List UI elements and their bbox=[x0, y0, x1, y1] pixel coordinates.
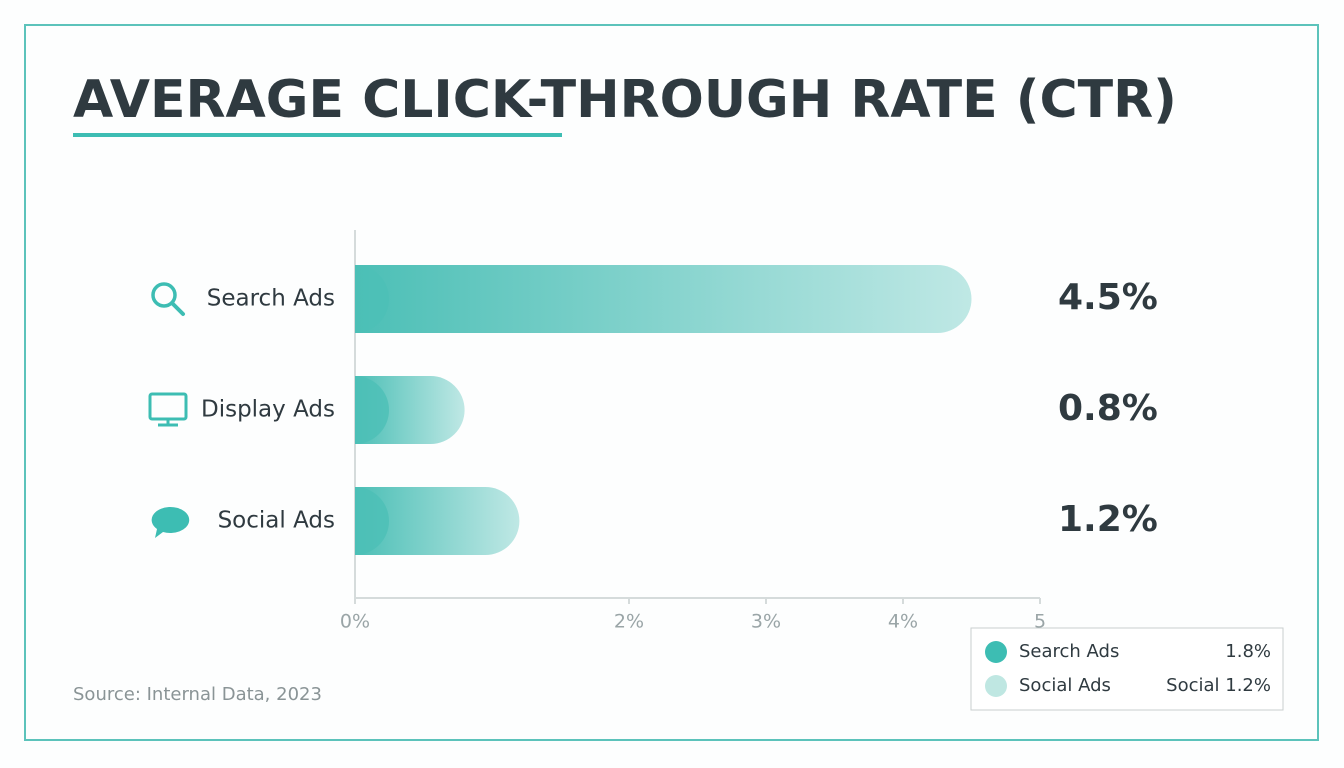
value-label: 0.8% bbox=[1058, 388, 1158, 429]
legend-note: Social 1.2% bbox=[1166, 675, 1271, 696]
bar-cap bbox=[355, 376, 389, 444]
value-label: 1.2% bbox=[1058, 499, 1158, 540]
legend-label: Social Ads bbox=[1019, 675, 1111, 696]
value-label: 4.5% bbox=[1058, 277, 1158, 318]
x-tick-label: 0% bbox=[340, 611, 370, 633]
legend-swatch bbox=[985, 675, 1007, 697]
bar bbox=[355, 265, 972, 333]
legend-note: 1.8% bbox=[1225, 641, 1271, 662]
x-tick-label: 2% bbox=[614, 611, 644, 633]
y-tick-label: Search Ads bbox=[207, 286, 335, 312]
search-icon bbox=[170, 301, 185, 316]
bar-cap bbox=[355, 265, 389, 333]
x-tick-label: 5 bbox=[1034, 611, 1046, 633]
legend-label: Search Ads bbox=[1019, 641, 1119, 662]
y-tick-label: Social Ads bbox=[218, 508, 335, 534]
chart-title: AVERAGE CLICK-THROUGH RATE (CTR) bbox=[73, 70, 1177, 130]
x-tick-label: 3% bbox=[751, 611, 781, 633]
source: Source: Internal Data, 2023 bbox=[73, 684, 322, 705]
y-tick-label: Display Ads bbox=[201, 397, 335, 423]
legend-swatch bbox=[985, 641, 1007, 663]
frame bbox=[24, 24, 1319, 741]
legend-box bbox=[970, 627, 1284, 711]
x-tick-label: 4% bbox=[888, 611, 918, 633]
bar bbox=[355, 487, 520, 555]
bar-cap bbox=[355, 487, 389, 555]
chat-icon bbox=[151, 506, 190, 538]
title-underline bbox=[73, 133, 562, 137]
search-icon bbox=[151, 282, 177, 308]
